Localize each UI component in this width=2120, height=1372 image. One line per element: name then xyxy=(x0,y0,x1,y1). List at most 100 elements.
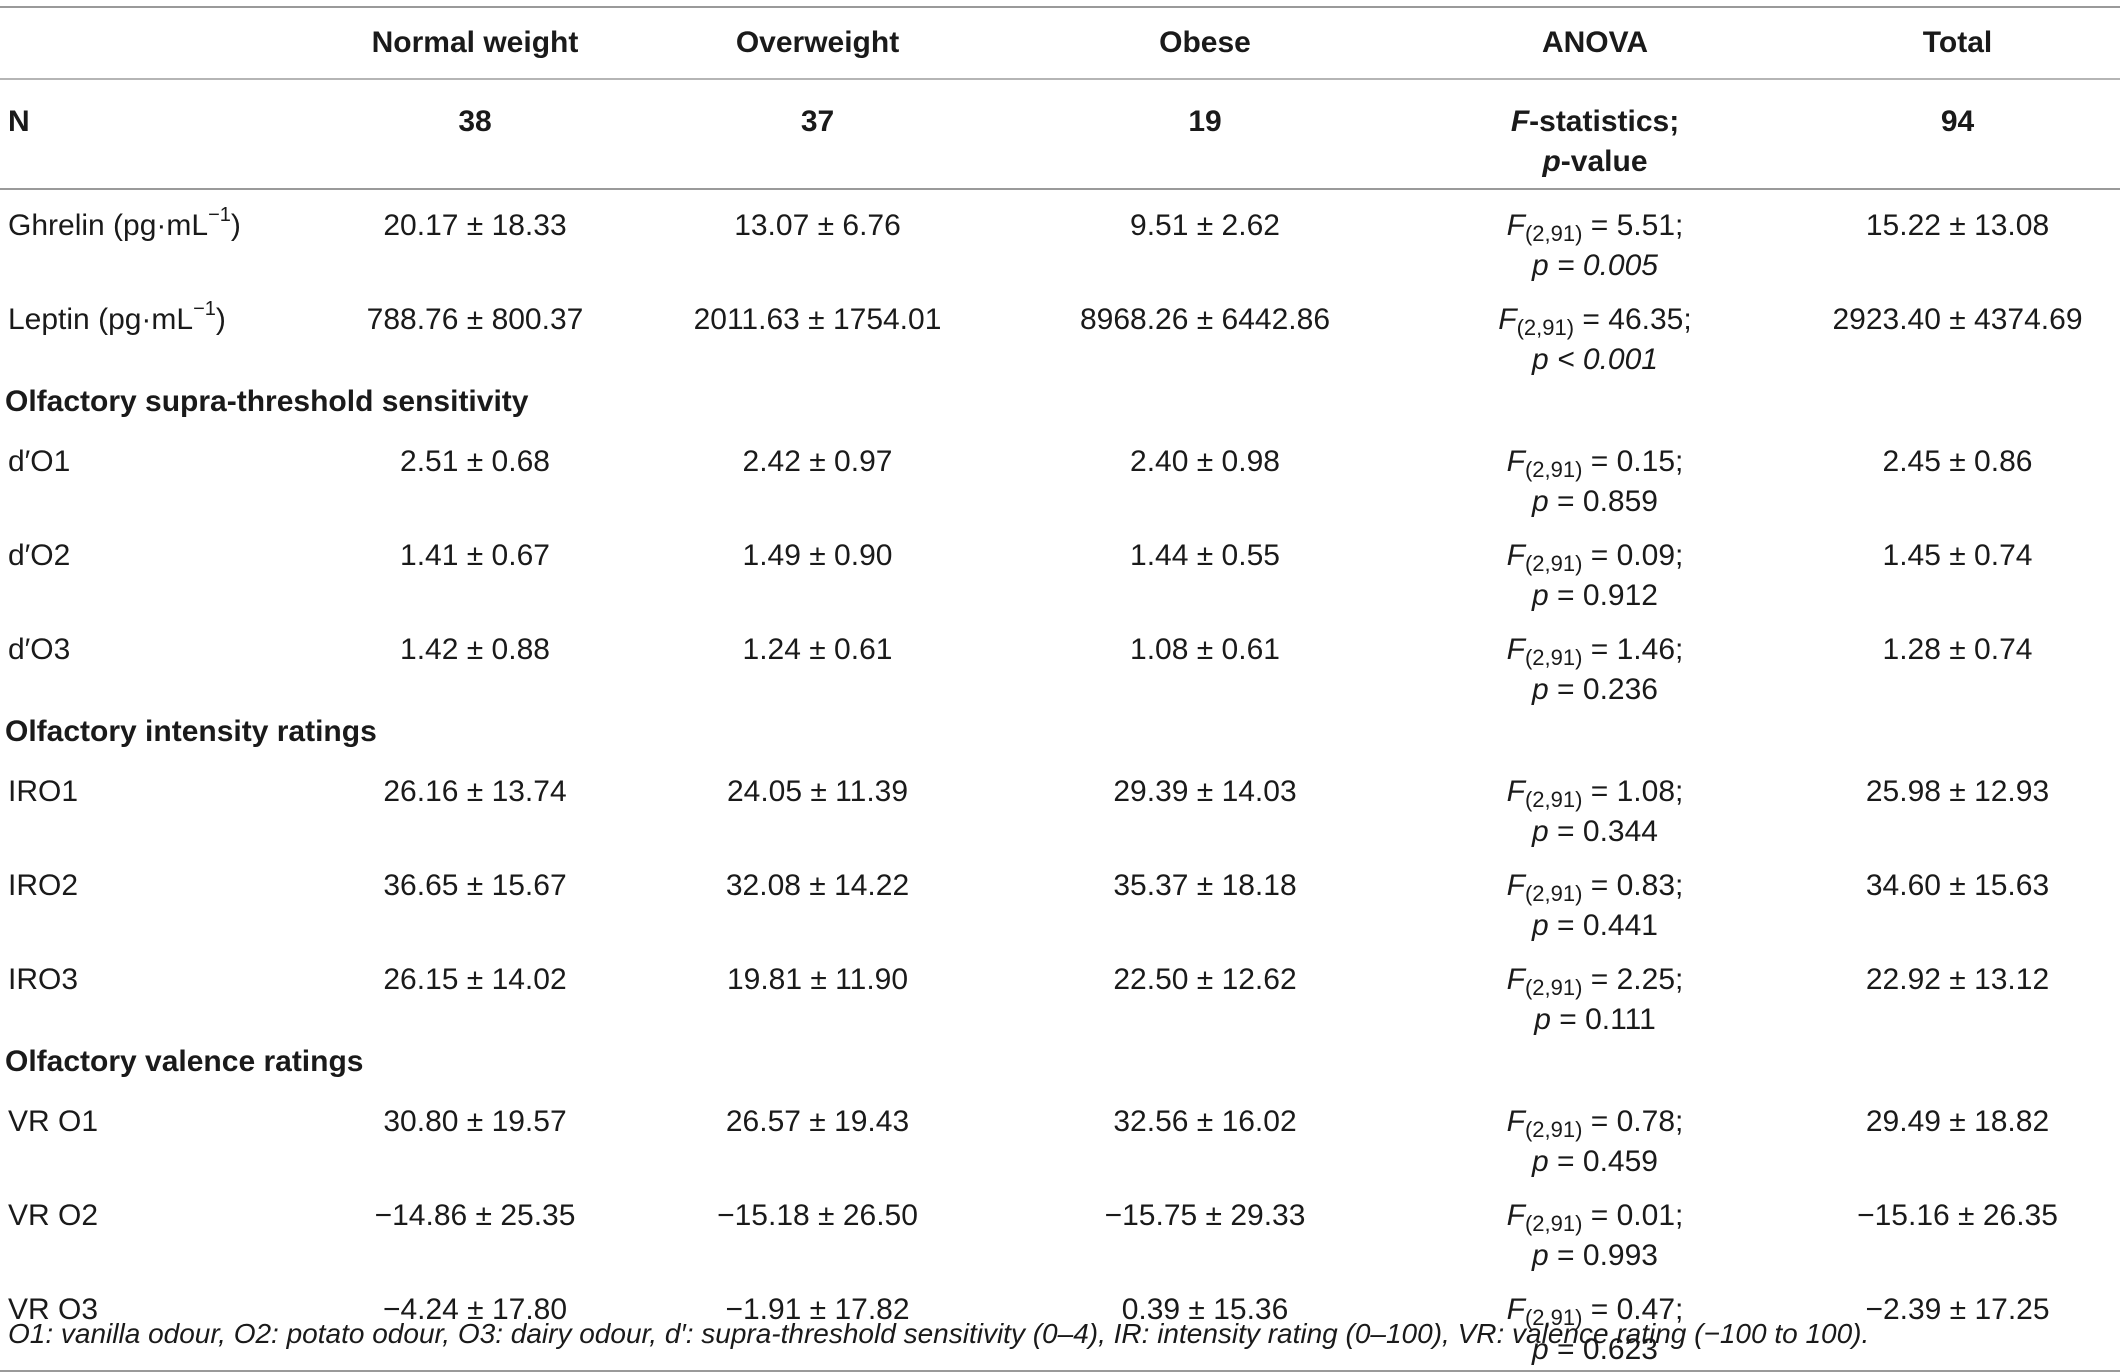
header-overweight: Overweight xyxy=(620,6,1015,80)
n-normal: 38 xyxy=(330,79,620,190)
cell-normal: 26.16 ± 13.74 xyxy=(383,775,567,808)
cell-normal: 20.17 ± 18.33 xyxy=(383,209,567,242)
n-anova: F-statistics; p-value xyxy=(1395,79,1795,190)
cell-anova: F(2,91) = 0.78; p = 0.459 xyxy=(1506,1105,1684,1178)
cell-anova: F(2,91) = 5.51; p = 0.005 xyxy=(1506,209,1684,282)
cell-total: 29.49 ± 18.82 xyxy=(1865,1105,2050,1138)
n-row: N 38 37 19 F-statistics; p-value 94 xyxy=(0,79,2120,190)
cell-normal: 26.15 ± 14.02 xyxy=(383,963,567,996)
cell-anova: F(2,91) = 0.83; p = 0.441 xyxy=(1506,869,1684,942)
cell-obese: 22.50 ± 12.62 xyxy=(1113,963,1297,996)
cell-normal: 1.41 ± 0.67 xyxy=(400,539,550,572)
cell-obese: 1.44 ± 0.55 xyxy=(1130,539,1280,572)
table-row: VR O2 −14.86 ± 25.35 −15.18 ± 26.50 −15.… xyxy=(0,1182,2120,1276)
n-total: 94 xyxy=(1795,79,2120,190)
cell-obese: 2.40 ± 0.98 xyxy=(1130,445,1280,478)
cell-obese: −15.75 ± 29.33 xyxy=(1104,1199,1306,1232)
cell-obese: 9.51 ± 2.62 xyxy=(1130,209,1280,242)
n-obese: 19 xyxy=(1015,79,1395,190)
header-row: Normal weight Overweight Obese ANOVA Tot… xyxy=(0,6,2120,80)
cell-overweight: 32.08 ± 14.22 xyxy=(725,869,910,902)
cell-overweight: 1.24 ± 0.61 xyxy=(742,633,893,666)
row-label: IRO1 xyxy=(8,775,79,808)
row-label: d′O2 xyxy=(8,539,71,572)
cell-total: 22.92 ± 13.12 xyxy=(1865,963,2050,996)
row-label: IRO3 xyxy=(8,963,79,996)
cell-overweight: 2.42 ± 0.97 xyxy=(742,445,893,478)
table-row: Leptin (pg·mL−1) 788.76 ± 800.37 2011.63… xyxy=(0,286,2120,380)
table-row: d′O3 1.42 ± 0.88 1.24 ± 0.61 1.08 ± 0.61… xyxy=(0,616,2120,710)
cell-total: 15.22 ± 13.08 xyxy=(1865,209,2050,242)
row-label: d′O3 xyxy=(8,633,71,666)
cell-overweight: 13.07 ± 6.76 xyxy=(734,209,901,242)
f-statistics-label: -statistics; xyxy=(1529,105,1680,138)
cell-normal: −14.86 ± 25.35 xyxy=(374,1199,576,1232)
table-row: IRO3 26.15 ± 14.02 19.81 ± 11.90 22.50 ±… xyxy=(0,946,2120,1040)
header-obese: Obese xyxy=(1015,6,1395,80)
table-row: VR O3 −4.24 ± 17.80 −1.91 ± 17.82 0.39 ±… xyxy=(0,1276,2120,1372)
cell-total: 2.45 ± 0.86 xyxy=(1882,445,2033,478)
section-heading-row: Olfactory valence ratings xyxy=(0,1040,2120,1088)
cell-anova: F(2,91) = 0.47; p = 0.623 xyxy=(1395,1276,1795,1372)
section-title: Olfactory supra-threshold sensitivity xyxy=(5,385,529,418)
header-anova: ANOVA xyxy=(1395,6,1795,80)
cell-total: 2923.40 ± 4374.69 xyxy=(1832,303,2083,336)
cell-obese: 8968.26 ± 6442.86 xyxy=(1079,303,1331,336)
table-row: IRO2 36.65 ± 15.67 32.08 ± 14.22 35.37 ±… xyxy=(0,852,2120,946)
cell-anova: F(2,91) = 2.25; p = 0.111 xyxy=(1506,963,1684,1036)
results-table: Normal weight Overweight Obese ANOVA Tot… xyxy=(0,6,2120,1372)
cell-obese: 0.39 ± 15.36 xyxy=(1015,1276,1395,1372)
n-overweight: 37 xyxy=(620,79,1015,190)
cell-overweight: 24.05 ± 11.39 xyxy=(726,775,909,808)
cell-normal: 2.51 ± 0.68 xyxy=(400,445,550,478)
row-label: VR O2 xyxy=(8,1199,99,1232)
section-title: Olfactory intensity ratings xyxy=(5,715,377,748)
cell-normal: 36.65 ± 15.67 xyxy=(383,869,567,902)
section-heading-row: Olfactory supra-threshold sensitivity xyxy=(0,380,2120,428)
cell-normal: 1.42 ± 0.88 xyxy=(400,633,550,666)
cell-normal: 30.80 ± 19.57 xyxy=(383,1105,567,1138)
p-value-label: -value xyxy=(1560,145,1648,178)
cell-normal: −4.24 ± 17.80 xyxy=(330,1276,620,1372)
cell-anova: F(2,91) = 1.08; p = 0.344 xyxy=(1506,775,1684,848)
cell-normal: 788.76 ± 800.37 xyxy=(366,303,584,336)
cell-overweight: 2011.63 ± 1754.01 xyxy=(693,303,942,336)
n-label: N xyxy=(0,79,330,190)
cell-obese: 29.39 ± 14.03 xyxy=(1113,775,1297,808)
cell-anova: F(2,91) = 0.15; p = 0.859 xyxy=(1506,445,1684,518)
cell-total: 25.98 ± 12.93 xyxy=(1865,775,2050,808)
cell-anova: F(2,91) = 0.01; p = 0.993 xyxy=(1506,1199,1684,1272)
cell-overweight: −15.18 ± 26.50 xyxy=(717,1199,918,1232)
cell-overweight: 26.57 ± 19.43 xyxy=(725,1105,910,1138)
header-total: Total xyxy=(1795,6,2120,80)
cell-total: 34.60 ± 15.63 xyxy=(1865,869,2050,902)
table-row: IRO1 26.16 ± 13.74 24.05 ± 11.39 29.39 ±… xyxy=(0,758,2120,852)
row-label: Ghrelin (pg·mL−1) xyxy=(8,204,241,242)
row-label: Leptin (pg·mL−1) xyxy=(8,298,226,336)
cell-anova: F(2,91) = 46.35; p < 0.001 xyxy=(1498,303,1692,376)
section-heading-row: Olfactory intensity ratings xyxy=(0,710,2120,758)
p-symbol: p xyxy=(1542,145,1561,178)
cell-total: −15.16 ± 26.35 xyxy=(1857,1199,2058,1232)
table-row: Ghrelin (pg·mL−1) 20.17 ± 18.33 13.07 ± … xyxy=(0,189,2120,286)
f-symbol: F xyxy=(1510,105,1530,138)
cell-anova: F(2,91) = 0.09; p = 0.912 xyxy=(1506,539,1684,612)
cell-total: 1.28 ± 0.74 xyxy=(1882,633,2033,666)
cell-anova: F(2,91) = 1.46; p = 0.236 xyxy=(1506,633,1684,706)
table-row: VR O1 30.80 ± 19.57 26.57 ± 19.43 32.56 … xyxy=(0,1088,2120,1182)
header-cell-empty xyxy=(0,6,330,80)
cell-obese: 35.37 ± 18.18 xyxy=(1113,869,1297,902)
cell-total: 1.45 ± 0.74 xyxy=(1882,539,2033,572)
table-row: d′O2 1.41 ± 0.67 1.49 ± 0.90 1.44 ± 0.55… xyxy=(0,522,2120,616)
table-footnote: O1: vanilla odour, O2: potato odour, O3:… xyxy=(8,1318,1870,1349)
cell-overweight: 1.49 ± 0.90 xyxy=(742,539,893,572)
row-label: VR O3 xyxy=(0,1276,330,1372)
header-normal-weight: Normal weight xyxy=(330,6,620,80)
cell-overweight: 19.81 ± 11.90 xyxy=(726,963,909,996)
cell-obese: 32.56 ± 16.02 xyxy=(1113,1105,1297,1138)
row-label: d′O1 xyxy=(8,445,71,478)
row-label: VR O1 xyxy=(8,1105,99,1138)
section-title: Olfactory valence ratings xyxy=(5,1045,364,1078)
row-label: IRO2 xyxy=(8,869,79,902)
